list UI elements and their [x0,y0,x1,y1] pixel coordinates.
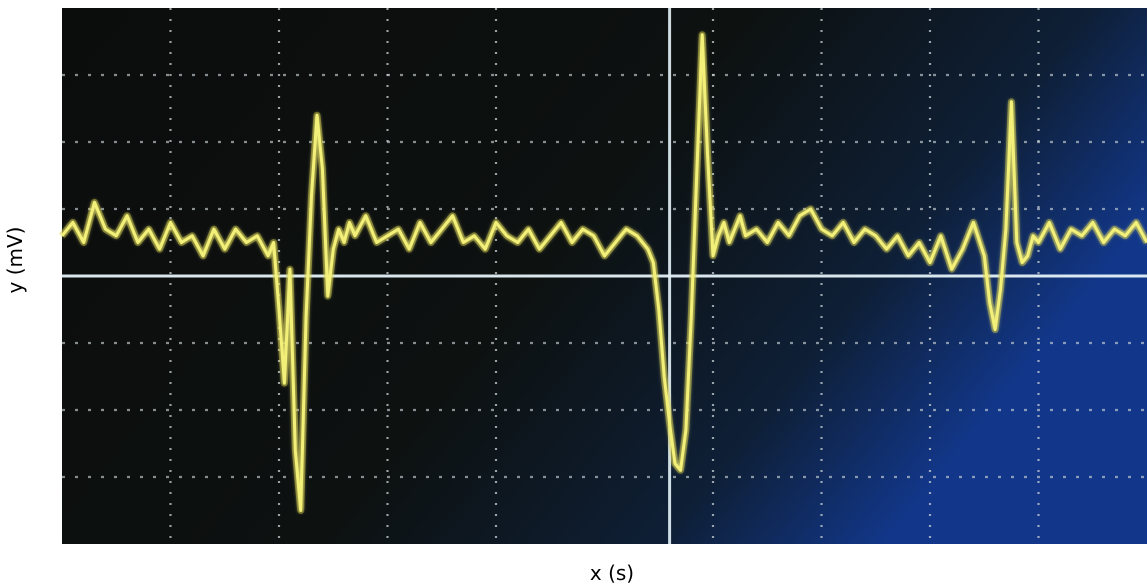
y-axis-label: y (mV) [3,227,27,294]
x-axis-label: x (s) [590,561,634,585]
center-axes [62,8,1147,544]
grid [62,8,1147,544]
trace-line-0 [60,33,1147,512]
trace-series [59,31,1147,514]
